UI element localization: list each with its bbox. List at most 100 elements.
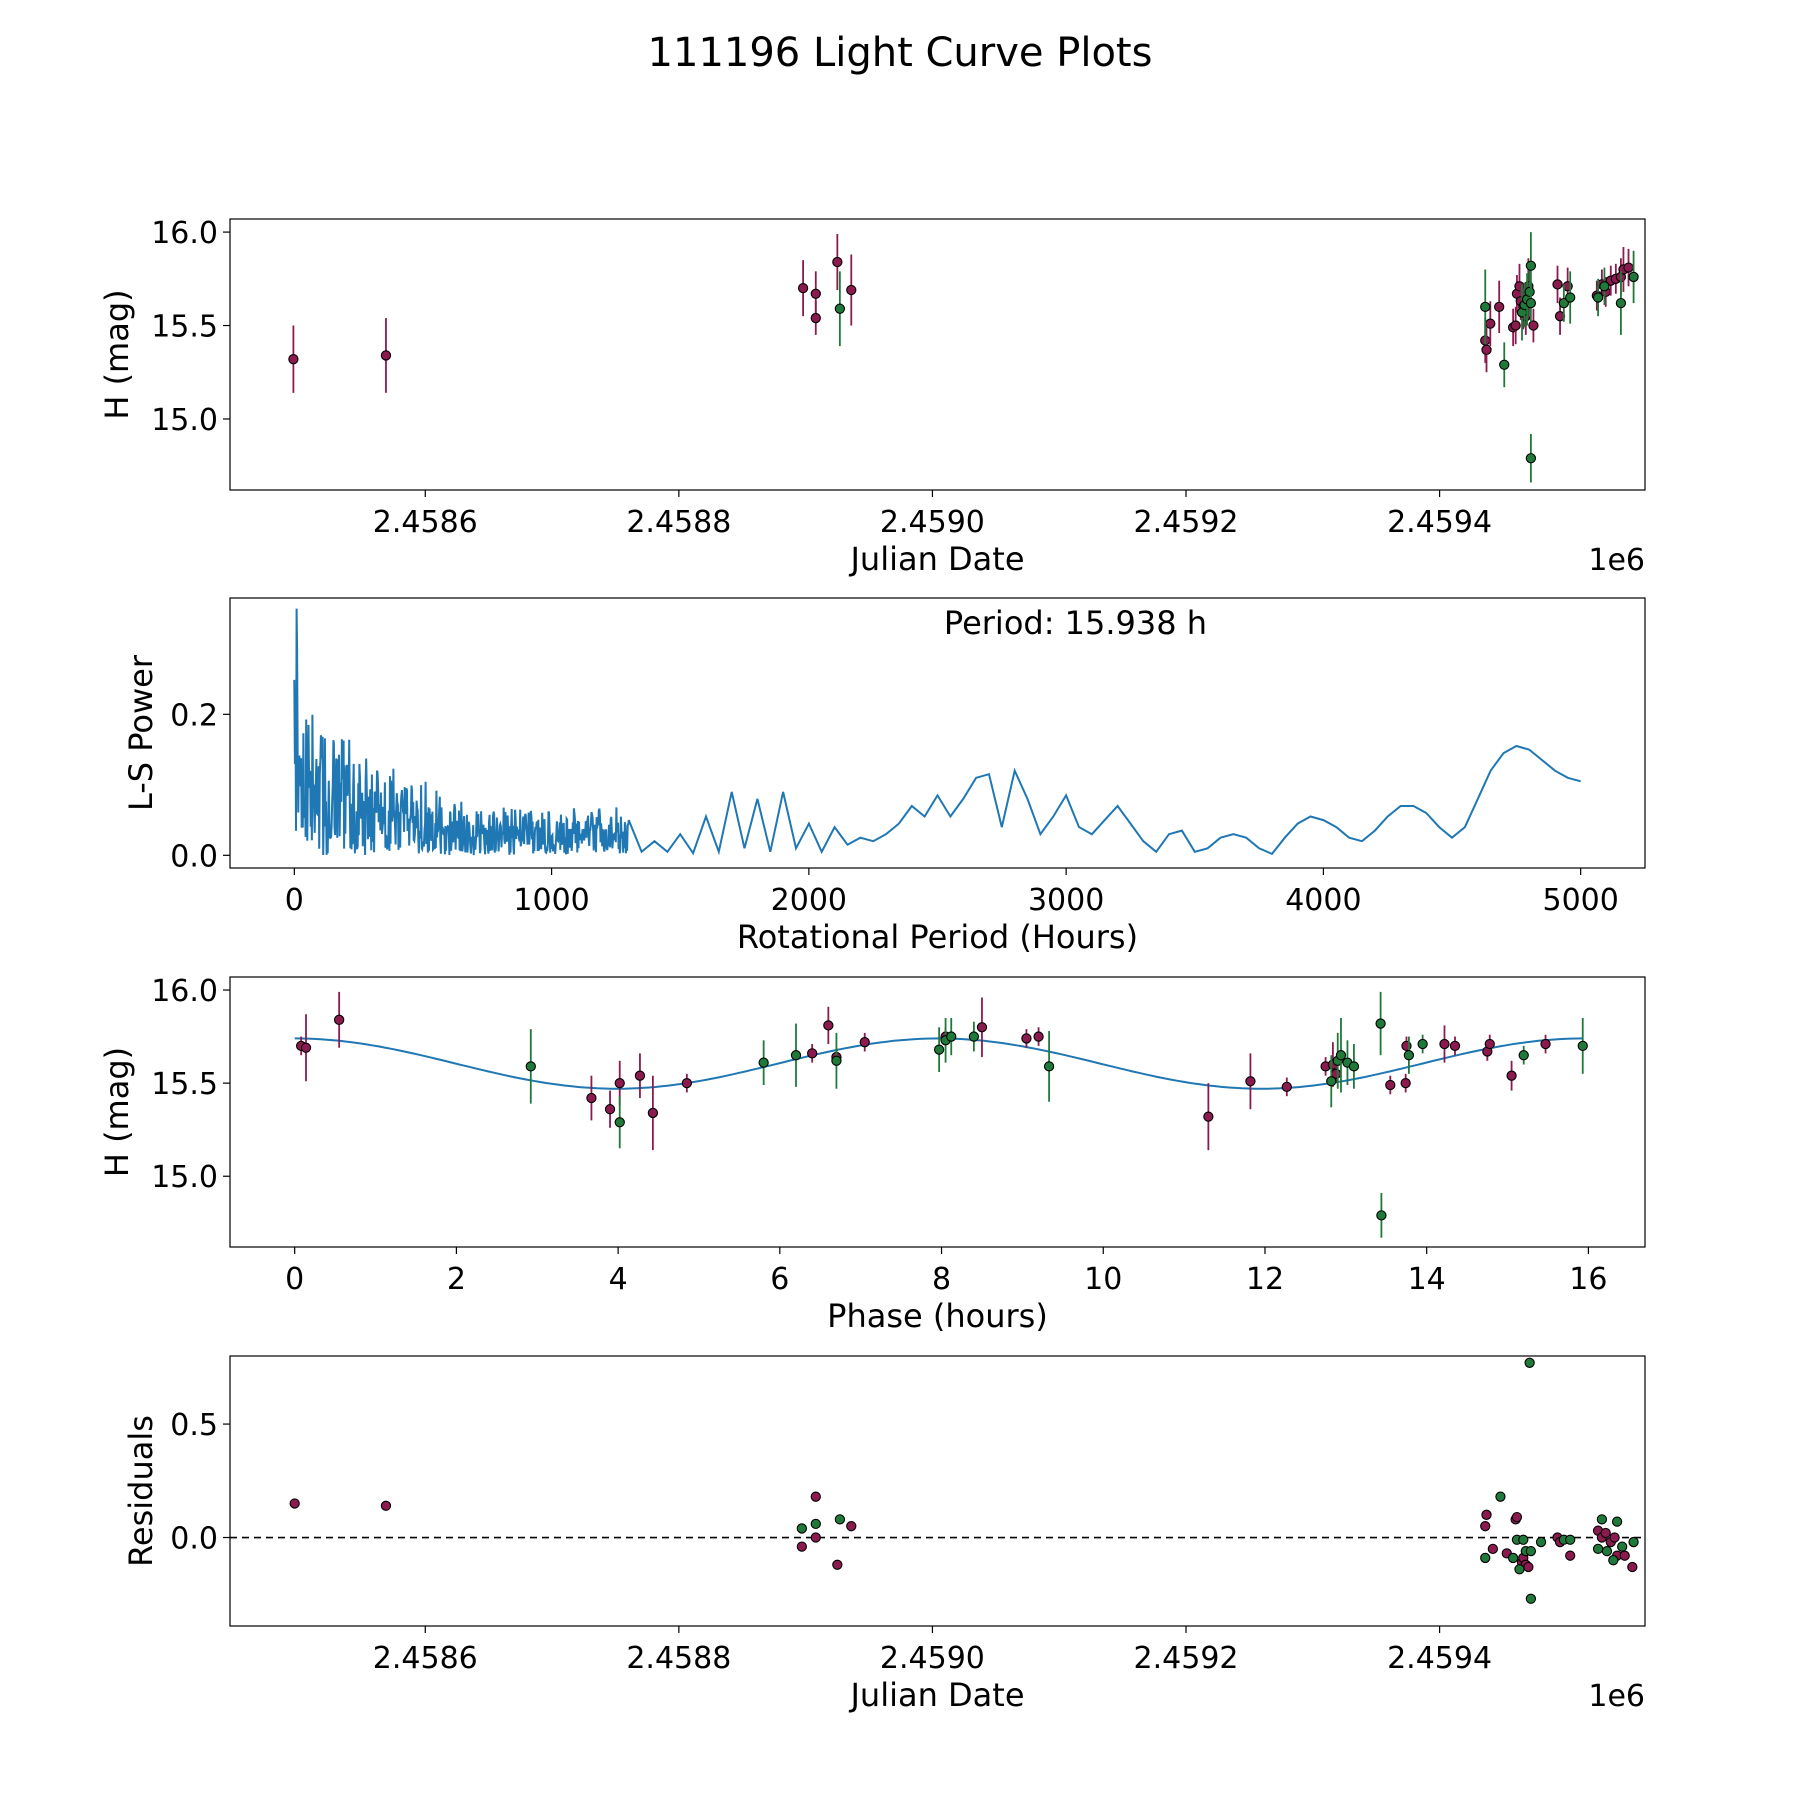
ax1-ytick-label: 0.2 [170, 698, 218, 733]
data-point-filter-1 [1484, 1038, 1495, 1050]
data-point-filter-2 [1592, 1543, 1604, 1555]
data-point-filter-1 [1609, 1532, 1620, 1543]
data-point-filter-1 [1523, 1561, 1534, 1573]
data-point-filter-1 [810, 312, 821, 324]
data-point-filter-2 [1596, 1514, 1608, 1525]
data-point-filter-1 [1485, 318, 1496, 329]
data-point-filter-2 [1525, 297, 1537, 309]
ax3-offset-label: 1e6 [1588, 1679, 1645, 1714]
data-point-filter-1 [1033, 1031, 1044, 1042]
ax2-xtick-label: 16 [1569, 1262, 1607, 1297]
ax2-ytick-label: 15.5 [151, 1067, 218, 1102]
ax3-xtick-label: 2.4592 [1134, 1641, 1239, 1676]
data-point-filter-1 [976, 1022, 988, 1033]
data-point-filter-1 [634, 1070, 646, 1081]
panel-residuals: Residuals Julian Date 1e6 2.4586 2.4588 2.… [122, 1355, 1646, 1714]
ax1-xtick-label: 1000 [513, 883, 589, 918]
data-point-filter-1 [1600, 1527, 1611, 1539]
data-point-filter-2 [1525, 260, 1537, 271]
data-point-filter-1 [1481, 344, 1492, 355]
panel-periodogram: L-S Power Rotational Period (Hours) Peri… [122, 597, 1646, 956]
ax0-ylabel: H (mag) [98, 289, 136, 419]
ax1-frame [229, 597, 1646, 869]
ax2-ytick-label: 15.0 [151, 1160, 218, 1195]
ax2-ytick-label: 16.0 [151, 974, 218, 1009]
data-point-filter-1 [810, 1491, 821, 1502]
ax0-ytick-label: 15.5 [151, 310, 218, 345]
data-point-filter-2 [1043, 1061, 1055, 1072]
data-point-filter-2 [796, 1523, 807, 1534]
data-point-filter-2 [1480, 301, 1491, 312]
data-point-filter-2 [1601, 1545, 1613, 1557]
data-point-filter-1 [796, 1541, 807, 1552]
figure-title: 111196 Light Curve Plots [648, 30, 1153, 76]
data-point-filter-1 [380, 350, 392, 361]
data-point-filter-1 [586, 1092, 597, 1104]
ax1-xtick-label: 2000 [771, 883, 847, 918]
data-point-filter-2 [1535, 1536, 1547, 1548]
data-point-filter-2 [1514, 1564, 1525, 1575]
data-point-filter-1 [810, 1532, 821, 1543]
data-point-filter-1 [604, 1104, 616, 1115]
data-point-filter-2 [1565, 292, 1576, 303]
ax2-xlabel: Phase (hours) [827, 1297, 1048, 1335]
data-point-filter-2 [1577, 1040, 1588, 1052]
data-point-filter-2 [1565, 1534, 1576, 1545]
data-point-filter-1 [1449, 1040, 1461, 1052]
data-point-filter-2 [614, 1117, 625, 1128]
ax3-xtick-label: 2.4586 [373, 1641, 478, 1676]
data-point-filter-1 [1619, 1550, 1630, 1561]
data-point-filter-2 [1617, 1541, 1628, 1552]
ax1-ylabel: L-S Power [122, 654, 160, 811]
data-point-filter-2 [946, 1031, 957, 1042]
data-point-filter-1 [1494, 301, 1505, 312]
data-point-filter-1 [859, 1037, 870, 1048]
data-point-filter-2 [1417, 1038, 1428, 1050]
data-point-filter-1 [1511, 1511, 1523, 1523]
data-point-filter-2 [831, 1055, 842, 1066]
data-point-filter-1 [1481, 1509, 1492, 1520]
data-point-filter-1 [1439, 1038, 1450, 1050]
period-annotation: Period: 15.938 h [944, 604, 1207, 642]
data-point-filter-1 [1400, 1077, 1411, 1089]
data-point-filter-2 [834, 1514, 846, 1525]
data-point-filter-2 [1524, 1357, 1535, 1368]
ax2-xtick-label: 10 [1084, 1262, 1122, 1297]
data-point-filter-2 [1628, 271, 1639, 283]
data-point-filter-2 [834, 303, 846, 314]
ax1-ytick-label: 0.0 [170, 839, 218, 874]
data-point-filter-1 [647, 1107, 659, 1119]
data-point-filter-1 [1203, 1111, 1214, 1122]
data-point-filter-1 [846, 1521, 857, 1532]
ax0-xlabel: Julian Date [848, 540, 1024, 578]
data-point-filter-2 [1495, 1491, 1506, 1502]
data-point-filter-1 [823, 1020, 834, 1031]
ax0-ytick-label: 15.0 [151, 403, 218, 438]
ax3-ytick-label: 0.5 [170, 1408, 218, 1443]
data-point-filter-2 [968, 1031, 980, 1042]
data-point-filter-2 [1376, 1210, 1387, 1221]
ax2-xtick-label: 2 [447, 1262, 466, 1297]
ax3-xtick-label: 2.4588 [626, 1641, 731, 1676]
data-point-filter-2 [1615, 297, 1627, 309]
data-point-filter-1 [288, 354, 299, 365]
data-point-filter-2 [1525, 1593, 1537, 1604]
data-point-filter-1 [1487, 1543, 1498, 1555]
data-point-filter-1 [1506, 1070, 1517, 1081]
data-point-filter-1 [380, 1500, 392, 1511]
data-point-filter-2 [1558, 297, 1570, 309]
ax1-xtick-label: 5000 [1543, 883, 1619, 918]
ax1-xlabel: Rotational Period (Hours) [737, 918, 1138, 956]
data-point-filter-2 [810, 1518, 821, 1530]
data-point-filter-1 [1021, 1033, 1032, 1044]
ax3-ytick-label: 0.0 [170, 1522, 218, 1557]
ax2-xtick-label: 8 [932, 1262, 951, 1297]
data-point-filter-2 [1403, 1050, 1415, 1061]
ax3-frame [229, 1355, 1646, 1627]
data-point-filter-2 [1611, 1516, 1623, 1527]
ax2-xtick-label: 6 [770, 1262, 789, 1297]
panel-phase-folded: H (mag) Phase (hours) 0 2 4 6 8 10 12 14 16 15.0 1… [98, 974, 1646, 1335]
ax0-ytick-label: 16.0 [151, 216, 218, 251]
data-point-filter-2 [1507, 1552, 1519, 1564]
